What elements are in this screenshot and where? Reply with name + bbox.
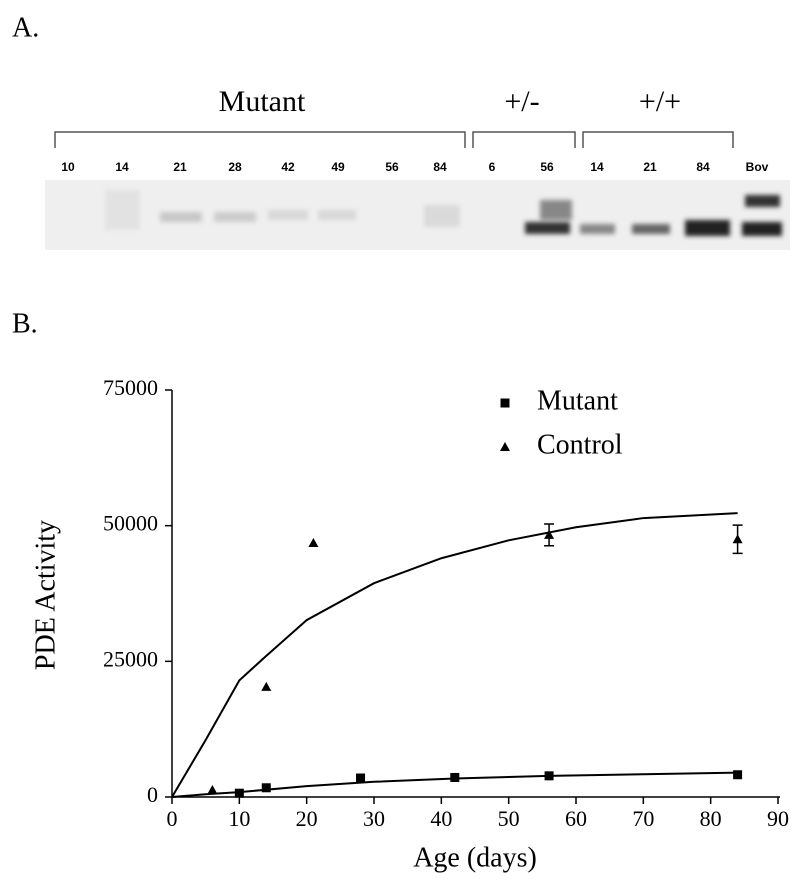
point [544,529,555,539]
band [540,200,572,220]
x-tick-label: 50 [498,806,520,831]
lane-label: 28 [228,160,242,174]
x-tick-label: 80 [700,806,722,831]
lane-label: 84 [433,160,447,174]
point [544,771,554,781]
lane-label: 84 [696,160,710,174]
point [450,772,460,782]
blot-membrane [45,180,790,250]
x-tick-label: 70 [632,806,654,831]
legend-marker [500,442,510,451]
band [268,210,308,220]
band [525,222,570,234]
band [632,224,670,234]
bracket [582,131,734,148]
lane-label: 14 [590,160,604,174]
band [214,212,256,222]
lane-label: 56 [385,160,399,174]
x-tick-label: 40 [430,806,452,831]
x-tick-label: 60 [565,806,587,831]
band [105,190,140,230]
panel-label: A. [12,12,39,43]
lane-label: 42 [281,160,295,174]
point [234,788,244,798]
lane-label: 49 [331,160,345,174]
bands [105,190,782,236]
y-axis-title: PDE Activity [30,520,61,670]
x-tick-label: 90 [767,806,789,831]
x-tick-label: 0 [167,806,178,831]
group-label: +/+ [639,85,681,118]
point [308,538,319,548]
point [261,681,272,691]
lane-label: 6 [489,160,496,174]
band [745,195,780,207]
x-axis-title: Age (days) [413,842,537,873]
lane-label: 56 [540,160,554,174]
panel-label: B. [12,308,38,339]
point [733,770,743,780]
bracket [54,131,466,148]
y-tick-label: 0 [147,782,158,807]
point [207,784,218,794]
group-label: Mutant [219,85,306,118]
point [732,534,743,544]
brackets [54,131,734,148]
fit-curve [171,512,738,798]
y-tick-label: 75000 [103,375,158,400]
blot [45,180,790,250]
legend-label: Control [537,429,623,460]
lane-label: 14 [115,160,129,174]
lane-labels: 10 14 21 28 42 49 56 84 6 56 14 21 84 Bo… [61,160,768,174]
x-tick-label: 10 [228,806,250,831]
legend-marker [500,398,510,408]
point [356,773,366,783]
lane-label: Bov [746,160,769,174]
band [424,205,460,227]
lane-label: 10 [61,160,75,174]
band [685,220,730,236]
x-tick-label: 20 [296,806,318,831]
lane-label: 21 [173,160,187,174]
lane-label: 21 [643,160,657,174]
band [580,224,615,234]
bracket [472,131,576,148]
band [160,212,202,222]
group-label: +/- [504,85,539,118]
band [318,210,356,220]
point [261,783,271,793]
legend-label: Mutant [537,385,618,416]
x-tick-label: 30 [363,806,385,831]
y-tick-label: 50000 [103,511,158,536]
band [742,222,782,236]
y-tick-label: 25000 [103,646,158,671]
